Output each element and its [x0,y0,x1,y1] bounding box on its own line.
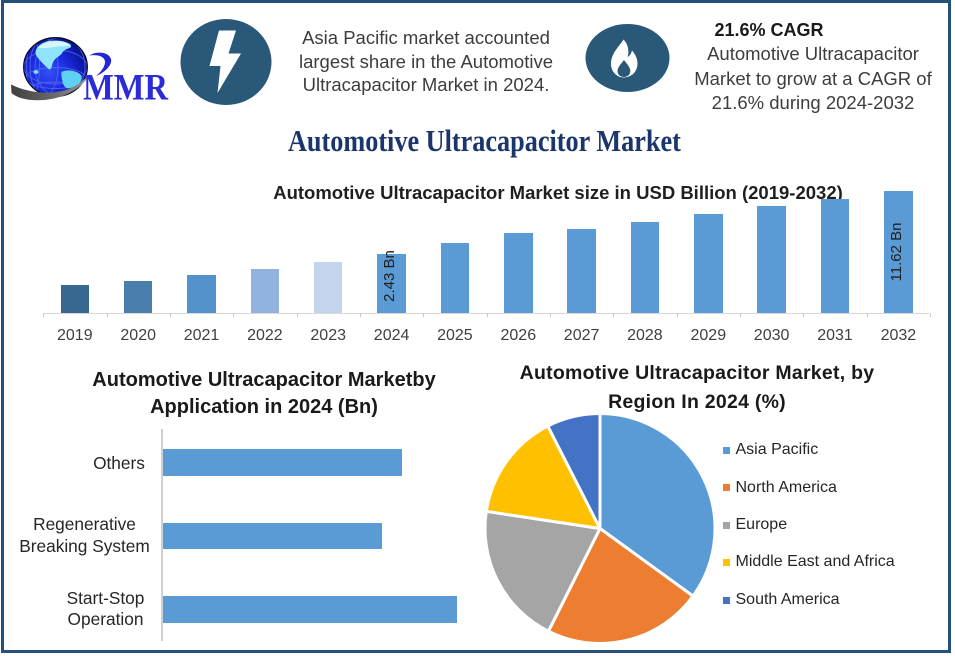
svg-text:MMR: MMR [83,68,169,109]
